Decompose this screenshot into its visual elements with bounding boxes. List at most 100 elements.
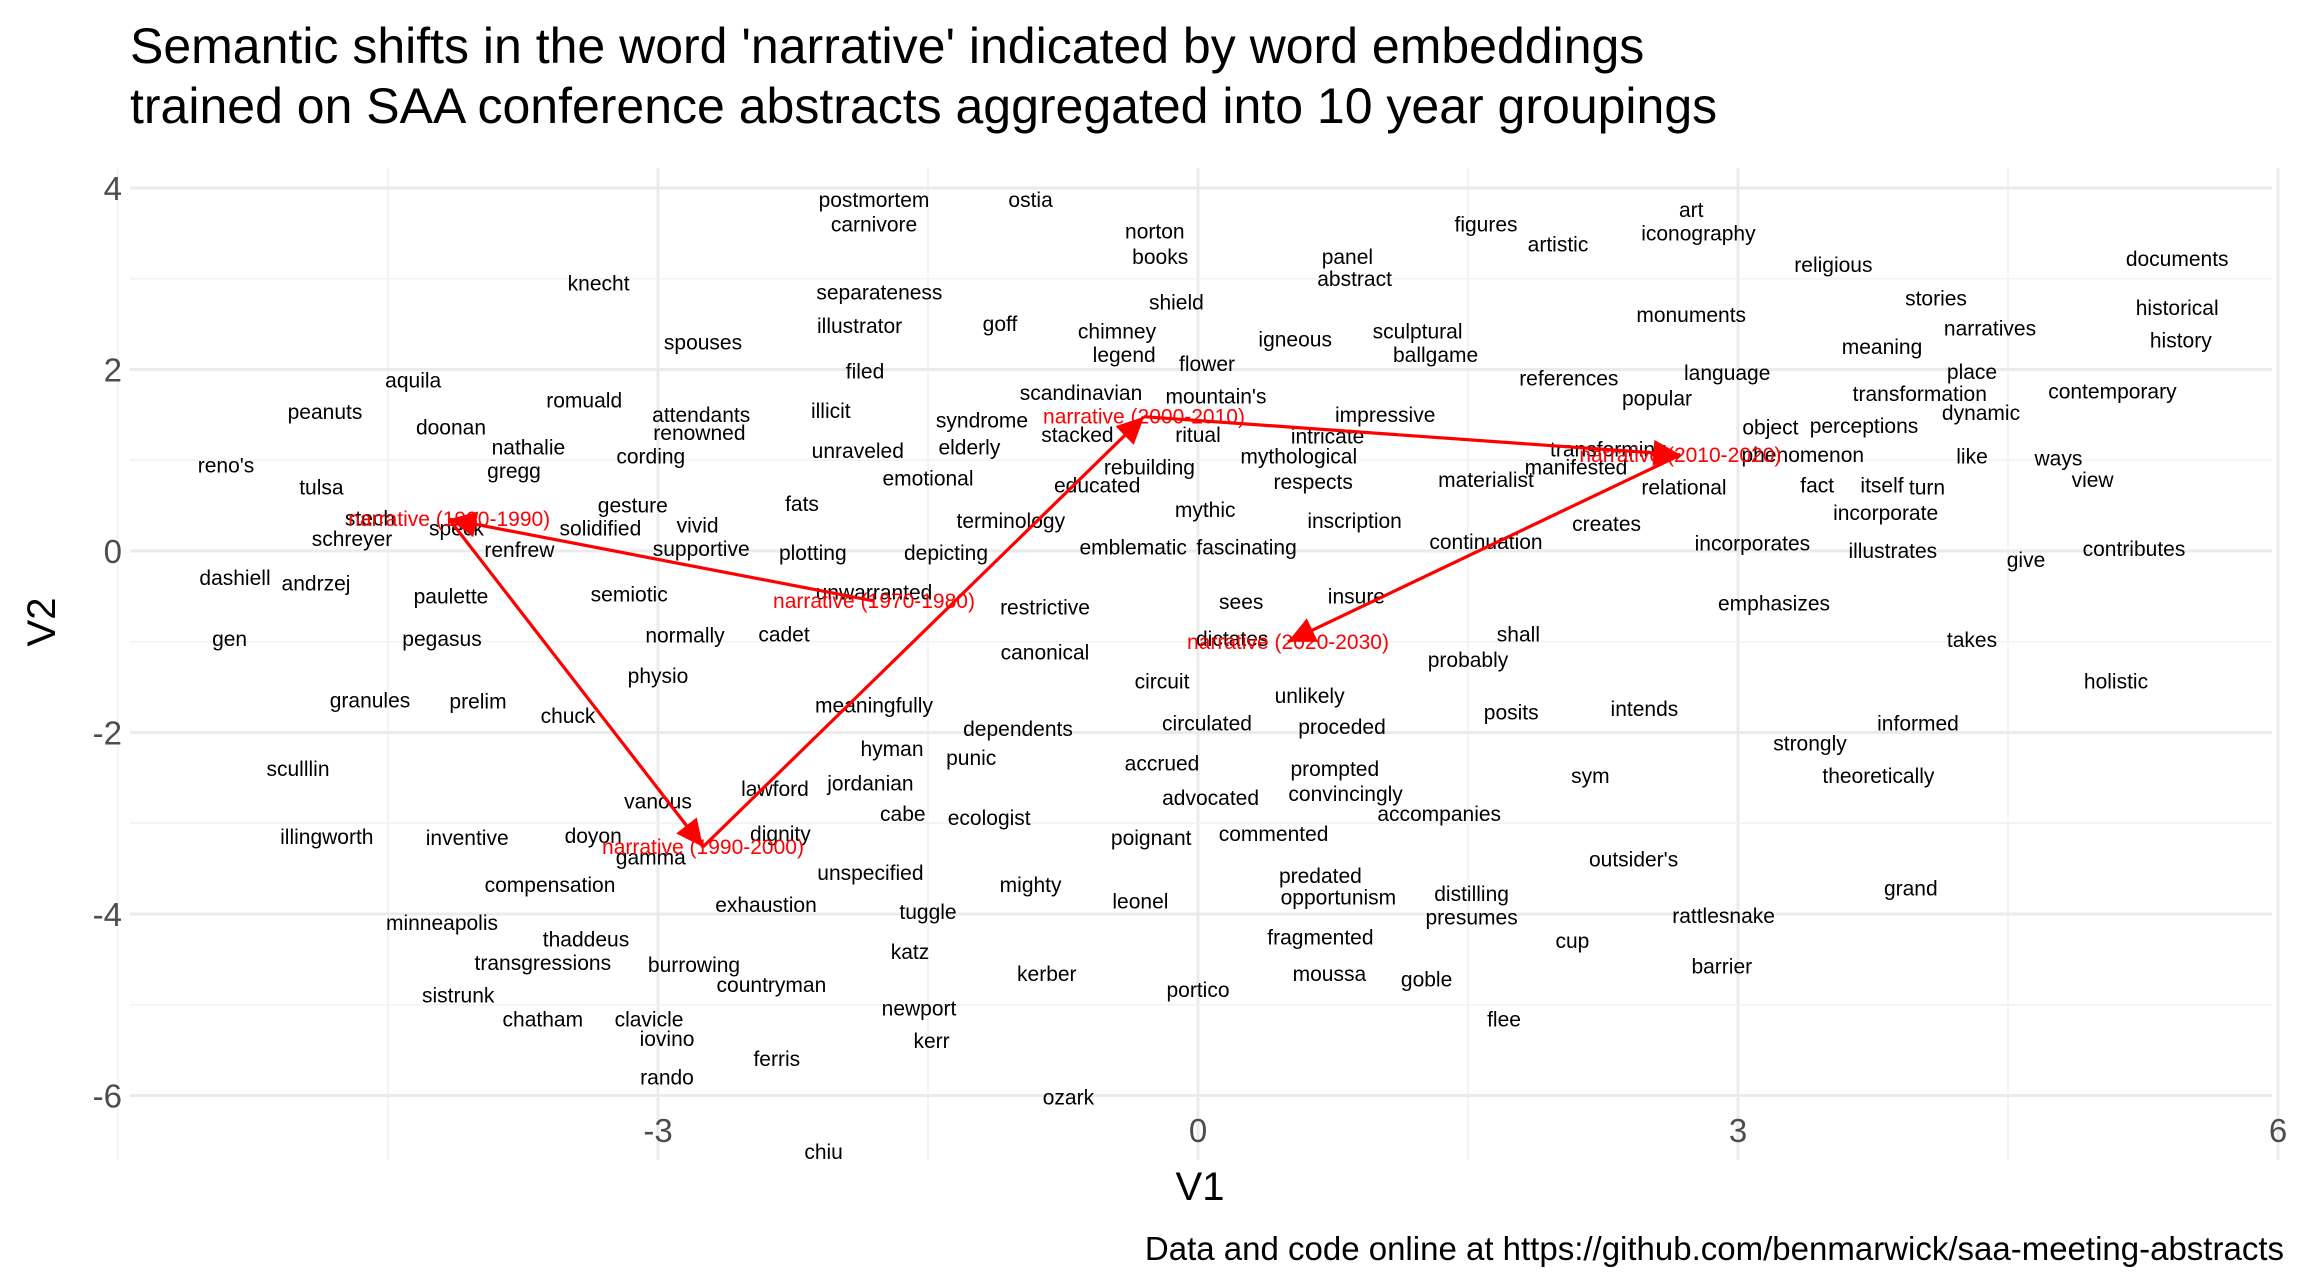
word-label: accompanies xyxy=(1377,803,1501,826)
word-label: schreyer xyxy=(312,528,393,551)
word-label: prompted xyxy=(1290,758,1379,781)
word-label: rebuilding xyxy=(1104,457,1195,480)
word-label: advocated xyxy=(1162,787,1259,810)
word-label: restrictive xyxy=(1000,596,1090,619)
word-label: historical xyxy=(2136,297,2219,320)
word-label: theoretically xyxy=(1822,765,1935,788)
word-label: art xyxy=(1679,199,1704,222)
x-tick-label: 6 xyxy=(2269,1112,2287,1149)
x-tick-label: 0 xyxy=(1189,1112,1207,1149)
chart-title: Semantic shifts in the word 'narrative' … xyxy=(130,18,1717,134)
word-label: posits xyxy=(1484,702,1539,725)
word-label: accrued xyxy=(1125,752,1200,775)
shift-arrow-head xyxy=(1288,618,1318,642)
word-label: emphasizes xyxy=(1718,593,1830,616)
word-label: transgressions xyxy=(475,952,612,975)
word-label: flee xyxy=(1487,1008,1521,1031)
word-label: syndrome xyxy=(936,409,1028,432)
word-label: predated xyxy=(1279,865,1362,888)
narrative-label: narrative (1990-2000) xyxy=(602,836,804,859)
x-axis-title: V1 xyxy=(1176,1165,1225,1209)
word-label: itself xyxy=(1860,475,1903,498)
word-label: dignity xyxy=(750,823,811,846)
word-label: cup xyxy=(1555,930,1589,953)
word-label: aquila xyxy=(385,369,441,392)
word-label: romuald xyxy=(546,389,622,412)
word-label: fragmented xyxy=(1267,927,1373,950)
word-label: probably xyxy=(1428,649,1509,672)
y-tick-label: -4 xyxy=(93,896,122,933)
word-label: compensation xyxy=(485,874,616,897)
word-label: circulated xyxy=(1162,712,1252,735)
word-label: artistic xyxy=(1528,233,1589,256)
narrative-shift-arrows xyxy=(447,415,1682,848)
y-axis-ticks: -6 -4 -2 0 2 4 xyxy=(93,170,122,1115)
word-label: phenomenon xyxy=(1741,444,1864,467)
word-label: carnivore xyxy=(831,213,917,236)
word-label: chuck xyxy=(541,705,596,728)
word-label: dictates xyxy=(1196,628,1268,651)
word-label: mountain's xyxy=(1166,386,1267,409)
word-label: iovino xyxy=(640,1028,695,1051)
shift-arrow-line xyxy=(448,517,875,603)
word-label: emblematic xyxy=(1080,536,1187,559)
word-label: mighty xyxy=(1000,874,1062,897)
narrative-label: narrative (2010-2020) xyxy=(1579,444,1781,467)
word-label: hyman xyxy=(860,738,923,761)
word-label: filed xyxy=(846,360,885,383)
word-label: dependents xyxy=(963,718,1073,741)
word-label: norton xyxy=(1125,221,1185,244)
word-label: contributes xyxy=(2083,538,2186,561)
word-label: impressive xyxy=(1335,404,1435,427)
word-label: insure xyxy=(1328,585,1385,608)
word-label: newport xyxy=(882,997,957,1020)
word-label: contemporary xyxy=(2048,380,2177,403)
word-label: andrzej xyxy=(282,573,351,596)
word-label: stech xyxy=(345,507,395,530)
word-label: plotting xyxy=(779,542,847,565)
shift-arrow-line xyxy=(1143,415,1681,457)
word-label: chimney xyxy=(1078,320,1157,343)
word-label: shall xyxy=(1497,623,1540,646)
y-tick-label: 0 xyxy=(104,533,122,570)
narrative-label: narrative (2000-2010) xyxy=(1043,406,1245,429)
word-label: attendants xyxy=(652,404,750,427)
word-label: gamma xyxy=(616,847,686,870)
word-label: vanous xyxy=(624,790,692,813)
y-tick-label: -2 xyxy=(93,715,122,752)
word-label: barrier xyxy=(1691,956,1752,979)
word-label: sees xyxy=(1219,591,1263,614)
word-label: dynamic xyxy=(1942,402,2020,425)
word-label: holistic xyxy=(2084,671,2148,694)
word-label: figures xyxy=(1454,213,1517,236)
word-label: incorporates xyxy=(1695,533,1811,556)
word-label: illustrates xyxy=(1848,540,1937,563)
word-label: monuments xyxy=(1636,304,1746,327)
word-label: unspecified xyxy=(817,862,923,885)
word-label: emotional xyxy=(882,467,973,490)
word-label: ferris xyxy=(753,1048,800,1071)
word-label: popular xyxy=(1622,388,1692,411)
word-label: igneous xyxy=(1258,329,1332,352)
word-label: inventive xyxy=(426,827,509,850)
shift-arrow-line xyxy=(701,415,1146,848)
word-label: chiu xyxy=(804,1141,843,1164)
word-label: normally xyxy=(645,624,725,647)
word-label: sistrunk xyxy=(422,985,495,1008)
word-label: supportive xyxy=(653,538,750,561)
word-label: fats xyxy=(785,493,819,516)
word-label: takes xyxy=(1947,629,1997,652)
y-tick-label: 2 xyxy=(104,352,122,389)
word-label: leonel xyxy=(1112,890,1168,913)
word-label: circuit xyxy=(1135,671,1190,694)
word-label: unlikely xyxy=(1275,685,1346,708)
word-label: chatham xyxy=(503,1008,584,1031)
word-label: turn xyxy=(1909,476,1945,499)
word-label: terminology xyxy=(957,510,1066,533)
word-label: books xyxy=(1132,246,1188,269)
word-label: reno's xyxy=(198,455,255,478)
word-label: like xyxy=(1956,446,1988,469)
word-label: legend xyxy=(1093,344,1156,367)
word-label: semiotic xyxy=(591,584,668,607)
word-label: poignant xyxy=(1111,827,1192,850)
